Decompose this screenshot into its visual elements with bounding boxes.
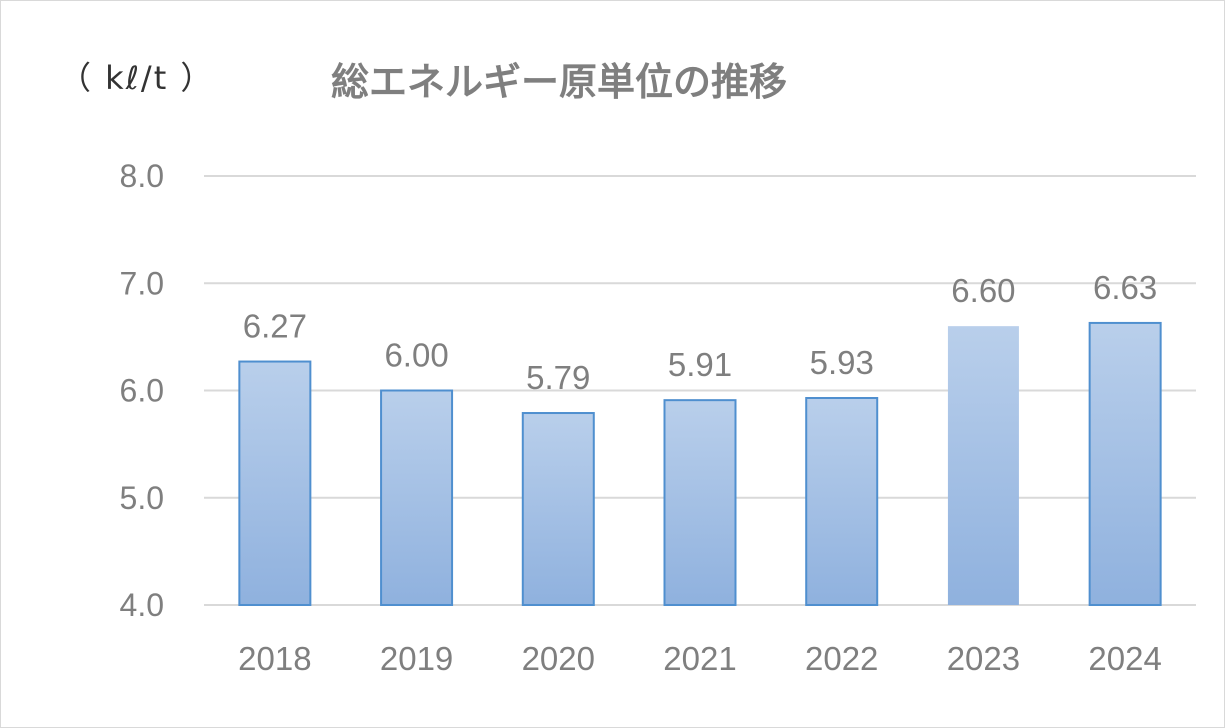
bar-2022: [805, 397, 879, 606]
y-tick-label: 4.0: [120, 587, 164, 623]
x-tick-label: 2020: [522, 640, 595, 677]
x-tick-label: 2022: [805, 640, 878, 677]
bar-2019: [380, 389, 454, 606]
bar-2023: [947, 326, 1019, 605]
y-tick-label: 7.0: [120, 265, 164, 301]
y-axis-unit-label: （ kℓ/t ）: [59, 59, 215, 97]
x-tick-label: 2024: [1088, 640, 1161, 677]
y-axis-ticks: 4.0 5.0 6.0 7.0 8.0: [120, 158, 164, 623]
data-label-2020: 5.79: [526, 359, 590, 396]
x-axis-ticks: 2018 2019 2020 2021 2022 2023 2024: [238, 640, 1162, 677]
x-tick-label: 2019: [380, 640, 453, 677]
x-tick-label: 2018: [238, 640, 311, 677]
data-label-2024: 6.63: [1093, 269, 1157, 306]
x-tick-label: 2023: [947, 640, 1020, 677]
data-label-2022: 5.93: [810, 344, 874, 381]
bars: [238, 321, 1162, 607]
chart-title: 総エネルギー原単位の推移: [331, 60, 788, 104]
data-label-2021: 5.91: [668, 346, 732, 383]
bar-2021: [663, 399, 737, 606]
bar-2018: [238, 360, 312, 607]
x-tick-label: 2021: [663, 640, 736, 677]
y-tick-label: 8.0: [120, 158, 164, 194]
data-label-2023: 6.60: [951, 272, 1015, 309]
data-label-2019: 6.00: [384, 337, 448, 374]
data-label-2018: 6.27: [243, 308, 307, 345]
data-labels: 6.27 6.00 5.79 5.91 5.93 6.60 6.63: [243, 269, 1158, 396]
bar-2020: [521, 412, 595, 606]
y-tick-label: 6.0: [120, 373, 164, 409]
bar-2024: [1088, 321, 1162, 606]
y-tick-label: 5.0: [120, 480, 164, 516]
